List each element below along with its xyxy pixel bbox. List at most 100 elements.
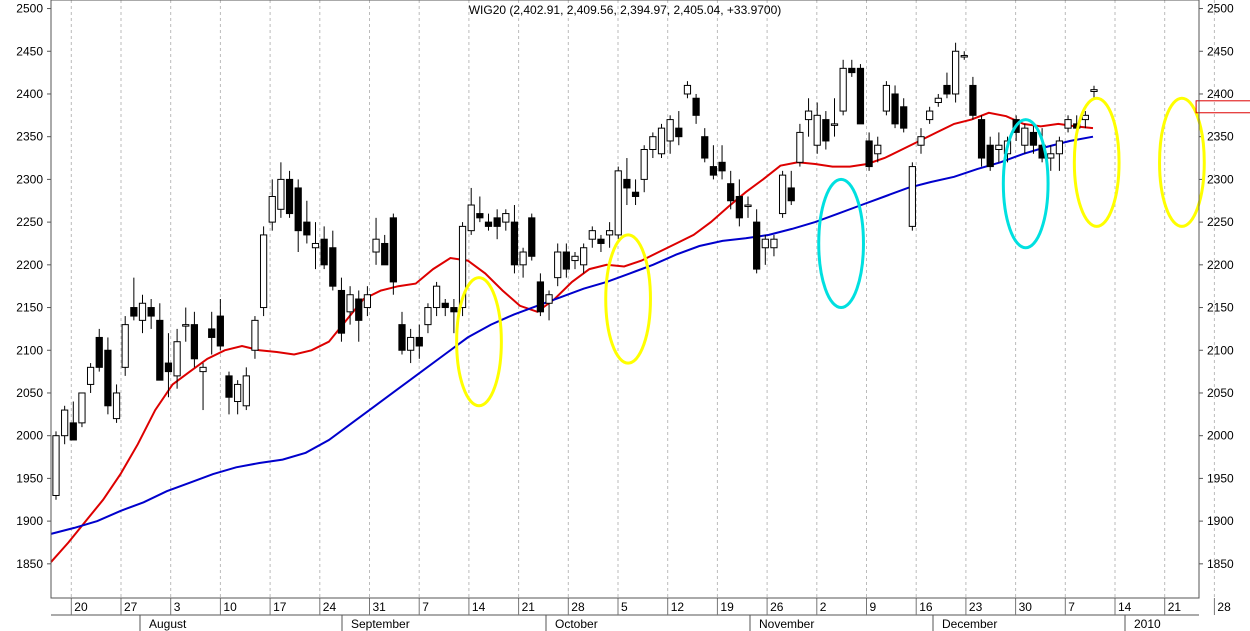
candle-body [458, 225, 467, 309]
candle [813, 102, 821, 154]
candle [234, 380, 242, 415]
x-tick-label: 16 [919, 600, 933, 614]
candle-body [355, 298, 363, 321]
candle-body [830, 123, 839, 126]
candle-body [951, 50, 960, 95]
candle-body [502, 213, 510, 223]
candle-body [562, 251, 570, 270]
candle [666, 115, 674, 154]
highlight-ellipse [817, 177, 865, 310]
y-tick-label: 2050 [1207, 386, 1234, 400]
candle [61, 405, 69, 445]
y-tick-label: 1900 [1207, 514, 1234, 528]
y-axis-left: 1850 1900 1950 2000 2050 2100 2150 2200 2250 2300… [16, 2, 51, 571]
candle-body [415, 336, 423, 347]
candle [977, 115, 986, 167]
candle [294, 179, 302, 253]
candle-body [770, 238, 778, 249]
month-label: 2010 [1134, 617, 1161, 631]
highlight-ellipse [455, 276, 503, 408]
candle [519, 247, 527, 278]
y-axis-right: 1850 1900 1950 2000 2050 2100 2150 2200 2250 2300… [1199, 2, 1234, 571]
y-tick-label: 1850 [1207, 557, 1234, 571]
candle [830, 98, 839, 137]
candle-body [900, 106, 908, 129]
candle-body [320, 238, 328, 266]
candle-body [381, 242, 389, 266]
y-tick-label: 2100 [1207, 343, 1234, 357]
candle [891, 85, 899, 129]
highlight-ellipse [1072, 96, 1121, 228]
candle-body [121, 324, 129, 368]
candle [216, 299, 224, 351]
candle-body [839, 67, 847, 112]
candle-body [614, 170, 622, 236]
candle [796, 123, 804, 167]
highlight-ellipse [1001, 118, 1050, 250]
candle-body [216, 315, 224, 347]
candle-body [398, 324, 406, 351]
candle [182, 307, 190, 342]
y-tick-label: 2350 [16, 130, 43, 144]
y-tick-label: 2200 [16, 258, 43, 272]
candle-body [977, 119, 986, 159]
candle-body [882, 84, 891, 112]
x-tick-label: 12 [671, 600, 685, 614]
plot-frame [50, 0, 1200, 599]
candle [683, 81, 692, 99]
candle-body [865, 140, 873, 168]
x-tick-label: 23 [969, 600, 983, 614]
candle-body [251, 319, 259, 351]
candle [934, 93, 942, 107]
x-tick-label: 14 [1118, 600, 1132, 614]
candle-body [61, 409, 69, 437]
candle-body [536, 281, 545, 313]
candle [545, 290, 553, 321]
candle-body [969, 84, 977, 116]
candle [882, 81, 891, 116]
candle-body [432, 285, 441, 309]
candle [415, 324, 423, 359]
candle [285, 170, 294, 218]
candle [605, 222, 614, 248]
candle-body [787, 187, 795, 202]
candle [121, 316, 129, 376]
candle-body [649, 136, 657, 150]
candle-body [796, 131, 804, 163]
candle-body [1029, 131, 1038, 146]
x-tick-label: 2 [820, 600, 827, 614]
candle-body [277, 178, 285, 210]
candle-body [545, 294, 553, 304]
y-tick-label: 2300 [16, 172, 43, 186]
candle [441, 299, 449, 317]
y-tick-label: 2100 [16, 343, 43, 357]
moving-average-blue-line [50, 135, 1094, 535]
candle [554, 243, 562, 287]
candle [709, 145, 718, 180]
candle-body [372, 238, 380, 253]
candle-body [303, 221, 311, 236]
candle [242, 367, 250, 411]
candle-body [597, 238, 605, 244]
candle-body [1047, 153, 1055, 159]
y-tick-label: 1950 [1207, 471, 1234, 485]
candle [156, 303, 164, 381]
candle-body [225, 375, 233, 398]
highlight-ellipse [604, 233, 652, 365]
candle-body [1021, 127, 1029, 146]
candle-body [173, 341, 181, 377]
candle [848, 59, 856, 77]
candle [995, 132, 1003, 163]
candle [753, 209, 761, 274]
candle-body [424, 307, 432, 326]
y-tick-label: 2450 [16, 44, 43, 58]
candle [372, 217, 380, 265]
candle-body [813, 114, 821, 146]
candle-body [519, 251, 527, 266]
candle-body [856, 67, 865, 125]
month-label: November [759, 617, 814, 631]
candle-body [199, 366, 207, 373]
candle-body [778, 174, 787, 215]
candle-body [822, 119, 830, 142]
